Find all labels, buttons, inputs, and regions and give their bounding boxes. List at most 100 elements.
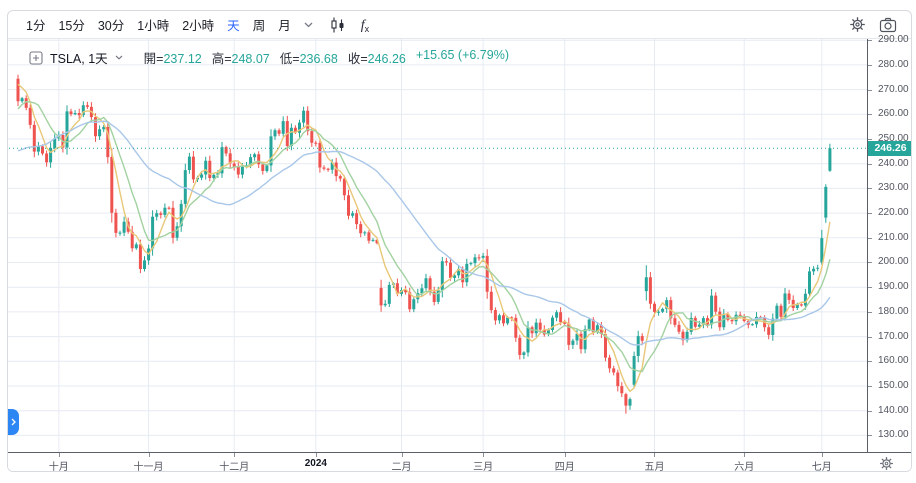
price-axis-tick (868, 213, 872, 215)
interval-dropdown-button[interactable] (304, 22, 313, 28)
price-axis-tick (868, 237, 872, 239)
chart-panel: 1分 15分 30分 1小時 2小時天周月 fx (7, 10, 912, 472)
ohlc-close: 收=246.26 (347, 52, 406, 66)
time-axis-tick (315, 453, 317, 457)
price-axis-label: 170.00 (878, 330, 909, 342)
time-axis-tick (821, 453, 823, 457)
chevron-down-icon[interactable] (115, 55, 123, 60)
price-axis-label: 130.00 (878, 429, 909, 441)
candlestick-chart[interactable] (8, 39, 867, 452)
price-axis-label: 210.00 (878, 231, 909, 243)
interval-buttons: 1分 15分 30分 1小時 2小時天周月 (26, 15, 304, 34)
ma-line-MA10 (17, 100, 831, 373)
time-axis-label: 七月 (811, 462, 832, 472)
price-axis-label: 260.00 (878, 108, 909, 120)
price-axis-tick (868, 287, 872, 289)
ma-line-MA30 (17, 120, 831, 346)
interval-button-15分[interactable]: 15分 (58, 19, 85, 33)
price-axis-tick (868, 311, 872, 313)
time-axis-tick (564, 453, 566, 457)
settings-gear-icon (850, 17, 865, 32)
price-axis-tick (868, 64, 872, 66)
ohlc-readout: 開=237.12 高=248.07 低=236.68 收=246.26 +15.65 (… (144, 48, 509, 67)
settings-gear-button[interactable] (849, 16, 866, 33)
ohlc-low: 低=236.68 (279, 52, 338, 66)
price-axis-tick (868, 435, 872, 437)
time-axis-label: 六月 (734, 462, 755, 472)
time-axis-tick (483, 453, 485, 457)
price-axis-tick (868, 336, 872, 338)
candlestick-style-icon (331, 17, 344, 32)
time-axis-label: 十一月 (133, 462, 164, 472)
price-axis[interactable]: 246.26 130.00 140.00 150.00 160.00 170.00 180… (867, 34, 911, 471)
price-axis-tick (868, 262, 872, 264)
price-axis-label: 160.00 (878, 355, 909, 367)
interval-button-1小時[interactable]: 1小時 (137, 19, 170, 33)
time-axis-label: 十月 (48, 462, 69, 472)
indicators-fx-button[interactable]: fx (361, 16, 369, 34)
axis-settings-button[interactable] (879, 456, 894, 471)
price-axis-label: 270.00 (878, 83, 909, 95)
price-axis-tick (868, 138, 872, 140)
price-axis-label: 250.00 (878, 132, 909, 144)
time-axis-tick (148, 453, 150, 457)
chart-legend: TSLA, 1天 開=237.12 高=248.07 低=236.68 收=246.2… (29, 48, 509, 67)
chart-area: TSLA, 1天 開=237.12 高=248.07 低=236.68 收=246.2… (8, 34, 911, 472)
chart-toolbar: 1分 15分 30分 1小時 2小時天周月 fx (8, 11, 911, 39)
screenshot-camera-button[interactable] (879, 17, 897, 33)
price-axis-label: 290.00 (878, 34, 909, 46)
ma-line-MA5 (17, 83, 831, 392)
time-axis-tick (744, 453, 746, 457)
time-axis-label: 二月 (391, 462, 412, 472)
price-axis-tick (868, 114, 872, 116)
price-axis-label: 230.00 (878, 182, 909, 194)
price-axis-tick (868, 385, 872, 387)
price-axis-label: 190.00 (878, 281, 909, 293)
fx-function-icon: fx (360, 17, 370, 34)
down-candle-bodies (16, 78, 803, 406)
chevron-right-icon (11, 418, 16, 426)
price-axis-label: 140.00 (878, 404, 909, 416)
price-axis-label: 180.00 (878, 305, 909, 317)
price-axis-tick (868, 188, 872, 190)
time-axis-label: 三月 (473, 462, 494, 472)
price-axis-tick (868, 361, 872, 363)
change-readout: +15.65 (+6.79%) (415, 48, 509, 62)
left-panel-expand-tab[interactable] (8, 409, 19, 435)
time-axis[interactable]: 十月 十一月 十二月 2024 二月 三月 四月 五月 六月 七月 (8, 452, 911, 472)
interval-button-天[interactable]: 天 (227, 19, 240, 33)
price-axis-tick (868, 410, 872, 412)
price-axis-label: 150.00 (878, 379, 909, 391)
time-axis-tick (58, 453, 60, 457)
down-candle-wicks (17, 74, 802, 414)
ohlc-open: 開=237.12 (143, 52, 202, 66)
camera-icon (879, 17, 897, 32)
chart-style-button[interactable] (329, 16, 347, 34)
up-candle-bodies (20, 98, 832, 406)
time-axis-tick (654, 453, 656, 457)
up-candle-wicks (21, 97, 831, 410)
last-price-badge: 246.26 (868, 140, 911, 156)
interval-button-1分[interactable]: 1分 (26, 19, 46, 33)
chevron-down-icon (304, 22, 313, 27)
price-axis-tick (868, 163, 872, 165)
time-axis-label: 五月 (644, 462, 665, 472)
toolbar-right-group (849, 16, 897, 33)
interval-button-周[interactable]: 周 (252, 19, 266, 33)
time-axis-tick (401, 453, 403, 457)
price-axis-label: 240.00 (878, 157, 909, 169)
price-axis-label: 200.00 (878, 256, 909, 268)
symbol-title[interactable]: TSLA, 1天 (50, 52, 108, 66)
axis-settings-gear-icon (880, 457, 893, 470)
ohlc-high: 高=248.07 (211, 52, 270, 66)
price-axis-label: 280.00 (878, 58, 909, 70)
interval-button-月[interactable]: 月 (278, 19, 291, 33)
interval-button-30分[interactable]: 30分 (97, 19, 125, 33)
time-axis-label: 四月 (554, 462, 575, 472)
price-axis-tick (868, 40, 872, 42)
time-axis-label: 十二月 (219, 462, 250, 472)
interval-button-2小時[interactable]: 2小時 (182, 19, 215, 33)
time-axis-tick (234, 453, 236, 457)
time-axis-label: 2024 (304, 458, 327, 469)
symbol-add-icon[interactable] (29, 50, 43, 65)
